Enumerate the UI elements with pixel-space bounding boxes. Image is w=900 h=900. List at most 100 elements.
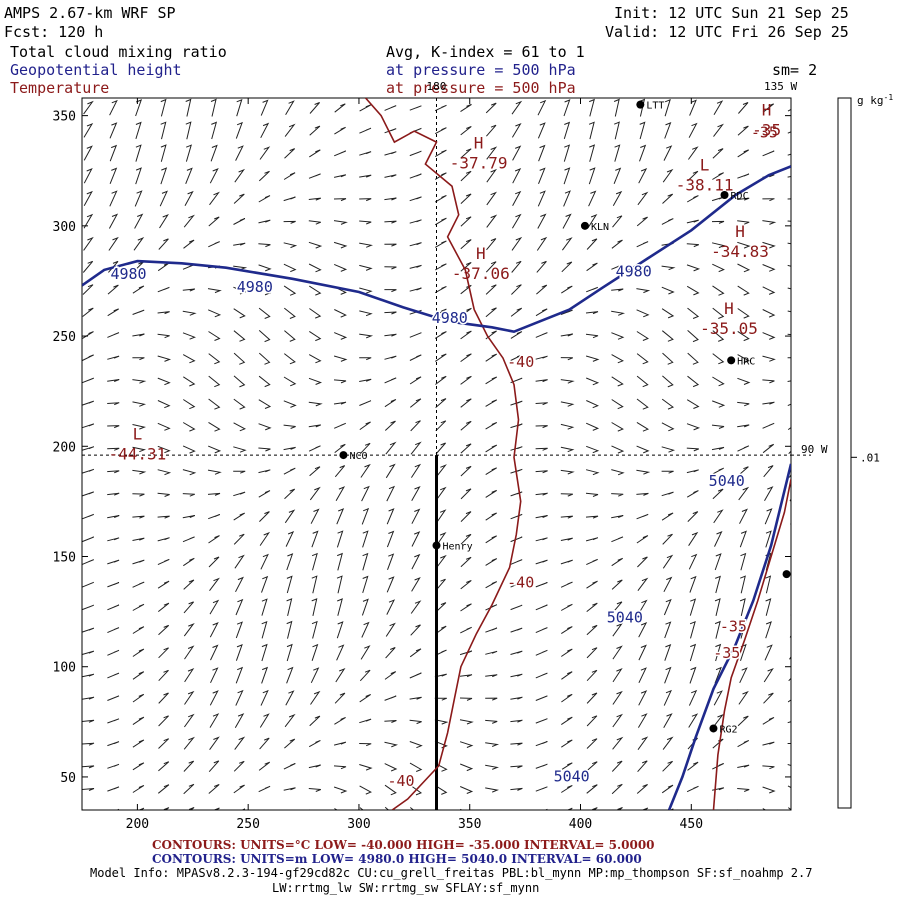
wind-barb <box>662 533 673 545</box>
wind-barb <box>83 100 94 115</box>
wind-barb <box>688 553 698 570</box>
wind-barb <box>713 509 724 524</box>
wind-barb <box>359 310 373 317</box>
wind-barb <box>208 445 222 454</box>
wind-barb <box>82 400 94 406</box>
wind-barb <box>485 558 498 566</box>
wind-barb <box>208 309 222 318</box>
wind-barb <box>258 785 271 793</box>
y-tick-label: 350 <box>53 110 76 125</box>
wind-barb <box>711 220 725 224</box>
wind-barb <box>510 627 523 633</box>
wind-barb <box>384 355 397 360</box>
wind-barb <box>459 719 474 725</box>
wind-barb <box>790 613 791 616</box>
wind-barb <box>686 490 699 498</box>
wind-barb <box>435 625 447 635</box>
wind-barb <box>434 697 447 701</box>
wind-barb <box>561 739 573 748</box>
wind-barb <box>588 121 595 140</box>
wind-barb <box>409 332 422 338</box>
wind-barb <box>337 598 343 616</box>
wind-barb <box>107 332 120 338</box>
wind-barb <box>561 237 573 251</box>
wind-barb <box>157 515 170 519</box>
wind-barb <box>182 469 197 476</box>
wind-barb <box>715 575 721 594</box>
wind-barb <box>535 786 548 792</box>
y-tick-label: 150 <box>53 551 76 566</box>
wind-barb <box>689 598 697 616</box>
wind-barb <box>359 421 371 431</box>
wind-barb <box>134 213 144 229</box>
wind-barb <box>107 718 120 724</box>
temperature-contour-label: -40 <box>388 772 415 790</box>
wind-barb <box>188 807 195 810</box>
wind-barb <box>284 713 296 728</box>
wind-barb <box>535 649 548 656</box>
wind-barb <box>359 104 372 112</box>
wind-barb <box>109 99 118 116</box>
wind-barb <box>157 445 171 454</box>
wind-barb <box>485 627 498 633</box>
wind-barb <box>434 719 449 725</box>
wind-barb <box>460 330 472 340</box>
wind-barb <box>686 243 699 248</box>
wind-barb <box>334 692 346 704</box>
wind-barb <box>714 598 721 617</box>
wind-barb <box>560 515 573 519</box>
wind-barb <box>662 554 674 569</box>
wind-barb <box>714 620 721 639</box>
wind-barb <box>537 122 546 139</box>
wind-barb <box>157 469 172 476</box>
wind-barb <box>611 288 624 292</box>
y-tick-label: 100 <box>53 661 76 676</box>
wind-barb <box>639 121 646 140</box>
wind-barb <box>711 424 725 429</box>
wind-barb <box>563 121 571 140</box>
wind-barb <box>586 761 598 772</box>
wind-barb <box>82 696 95 700</box>
extremum-value: -37.79 <box>450 154 508 173</box>
wind-barb <box>132 333 145 337</box>
wind-barb <box>235 666 244 684</box>
wind-barb <box>510 468 523 474</box>
wind-barb <box>787 785 791 789</box>
wind-barb <box>108 213 119 229</box>
wind-barb <box>586 647 598 659</box>
wind-barb <box>535 308 548 317</box>
wind-barbs <box>82 98 791 810</box>
wind-barb <box>411 508 421 524</box>
wind-barb <box>790 545 791 548</box>
wind-barb <box>333 401 347 405</box>
wind-barb <box>737 330 750 342</box>
wind-barb <box>214 807 220 810</box>
wind-barb <box>284 488 296 500</box>
wind-barb <box>611 515 624 519</box>
wind-barb <box>183 579 195 590</box>
wind-barb <box>510 307 523 317</box>
wind-barb <box>259 511 270 522</box>
wind-barb <box>409 150 422 157</box>
wind-barb <box>284 123 296 137</box>
wind-barb <box>83 122 94 138</box>
wind-barb <box>184 668 195 683</box>
wind-barb <box>283 307 296 319</box>
station-marker <box>709 724 718 733</box>
wind-barb <box>410 420 421 432</box>
wind-barb <box>535 741 548 747</box>
wind-barb <box>115 808 120 810</box>
wind-barb <box>712 467 724 475</box>
wind-barb <box>107 425 120 429</box>
wind-barb <box>258 307 271 319</box>
wind-barb <box>460 580 472 590</box>
wind-barb <box>765 598 772 616</box>
wind-barb <box>664 644 672 661</box>
wind-barb <box>241 808 246 810</box>
wind-barb <box>642 807 649 810</box>
wind-barb <box>83 213 94 229</box>
wind-barb <box>259 737 270 750</box>
wind-barb <box>209 191 220 206</box>
wind-barb <box>183 783 195 795</box>
wind-barb <box>612 713 624 728</box>
